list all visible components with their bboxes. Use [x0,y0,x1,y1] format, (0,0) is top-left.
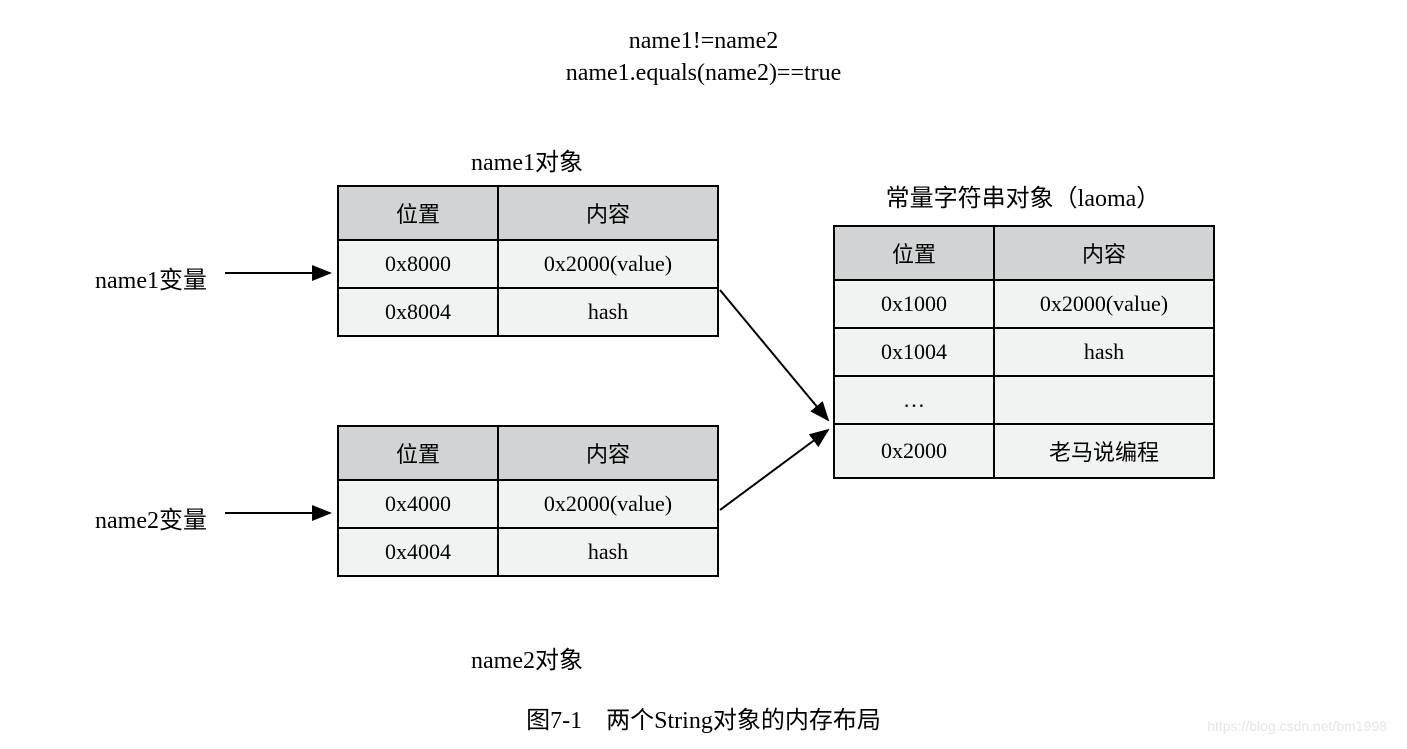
table1-r0-c1: 0x8000 [338,240,498,288]
header-line1: name1!=name2 [0,28,1407,55]
table1-col1-header: 位置 [338,186,498,240]
table3-col2-header: 内容 [994,226,1214,280]
table-row: 0x8000 0x2000(value) [338,240,718,288]
table3-r3-c1: 0x2000 [834,424,994,478]
table-row: 0x4004 hash [338,528,718,576]
table3-r0-c1: 0x1000 [834,280,994,328]
table3-r0-c2: 0x2000(value) [994,280,1214,328]
constant-string-table: 位置 内容 0x1000 0x2000(value) 0x1004 hash …… [833,225,1215,479]
table1-title: name1对象 [337,142,717,177]
name1-object-table: 位置 内容 0x8000 0x2000(value) 0x8004 hash [337,185,719,337]
header-line2: name1.equals(name2)==true [0,60,1407,87]
name2-variable-label: name2变量 [95,500,207,535]
table2-col1-header: 位置 [338,426,498,480]
figure-caption: 图7-1 两个String对象的内存布局 [0,700,1407,735]
table2-r1-c2: hash [498,528,718,576]
arrow-table1-to-constant [720,290,828,420]
arrow-table2-to-constant [720,430,828,510]
name1-variable-label: name1变量 [95,260,207,295]
table2-title: name2对象 [337,640,717,675]
table3-r2-c2 [994,376,1214,424]
table-row: … [834,376,1214,424]
watermark-text: https://blog.csdn.net/bm1998 [1207,718,1387,734]
table1-r1-c1: 0x8004 [338,288,498,336]
name2-object-table: 位置 内容 0x4000 0x2000(value) 0x4004 hash [337,425,719,577]
table3-r1-c1: 0x1004 [834,328,994,376]
table-row: 0x1000 0x2000(value) [834,280,1214,328]
table3-r3-c2: 老马说编程 [994,424,1214,478]
table2-r0-c1: 0x4000 [338,480,498,528]
table-row: 0x2000 老马说编程 [834,424,1214,478]
table3-col1-header: 位置 [834,226,994,280]
table2-r0-c2: 0x2000(value) [498,480,718,528]
table2-col2-header: 内容 [498,426,718,480]
table3-title: 常量字符串对象（laoma） [833,178,1213,213]
table2-r1-c1: 0x4004 [338,528,498,576]
table3-r2-c1: … [834,376,994,424]
table3-r1-c2: hash [994,328,1214,376]
table1-r0-c2: 0x2000(value) [498,240,718,288]
table1-col2-header: 内容 [498,186,718,240]
table-row: 0x1004 hash [834,328,1214,376]
table-row: 0x8004 hash [338,288,718,336]
table1-r1-c2: hash [498,288,718,336]
table-row: 0x4000 0x2000(value) [338,480,718,528]
